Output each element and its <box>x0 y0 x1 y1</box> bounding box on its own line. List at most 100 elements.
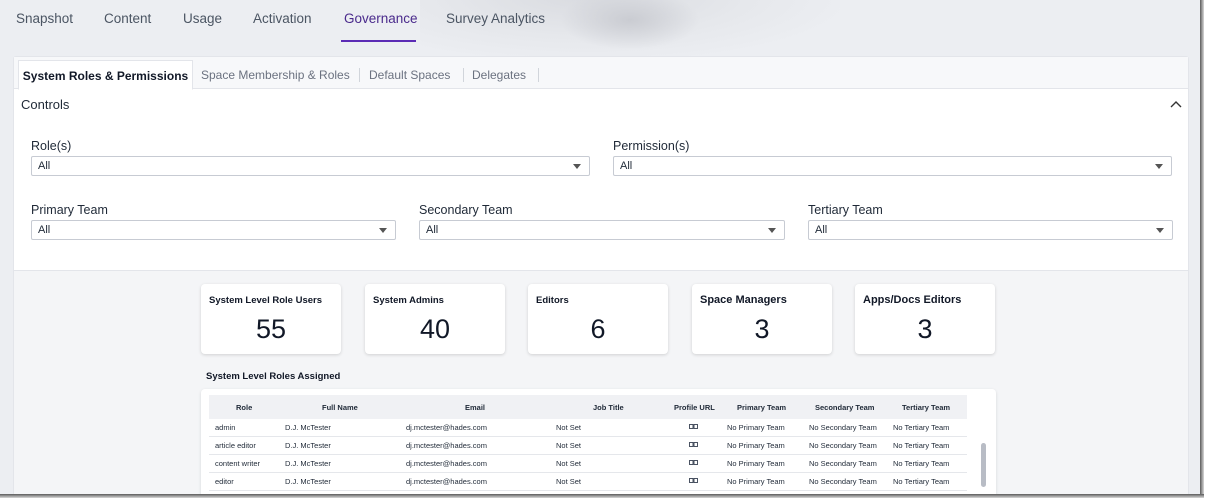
profile-link-icon[interactable] <box>689 478 698 483</box>
column-header-role[interactable]: Role <box>236 403 253 412</box>
profile-link-icon[interactable] <box>689 460 698 465</box>
section-divider <box>14 270 1188 271</box>
controls-title: Controls <box>21 97 70 112</box>
governance-panel: System Roles & Permissions Space Members… <box>13 56 1189 494</box>
kpi-card-space-managers: Space Managers 3 <box>692 284 832 354</box>
table-row[interactable]: article editor D.J. McTester dj.mctester… <box>209 437 967 455</box>
roles-select-value: All <box>38 160 51 172</box>
top-nav: Snapshot Content Usage Activation Govern… <box>0 0 1200 44</box>
primary-team-filter-label: Primary Team <box>31 203 108 217</box>
cell-email: dj.mctester@hades.com <box>406 441 487 450</box>
column-header-primary-team[interactable]: Primary Team <box>737 403 787 412</box>
chevron-down-icon <box>379 228 387 233</box>
primary-team-select-value: All <box>38 224 51 236</box>
kpi-title: Apps/Docs Editors <box>863 294 962 306</box>
permissions-select[interactable]: All <box>613 156 1172 176</box>
profile-link-icon[interactable] <box>689 424 698 429</box>
cell-job-title: Not Set <box>556 477 582 486</box>
chevron-down-icon <box>1155 164 1163 169</box>
cell-secondary-team: No Secondary Team <box>809 423 877 432</box>
subtab-delegates[interactable]: Delegates <box>472 68 527 82</box>
subtab-separator <box>463 68 464 82</box>
kpi-card-system-admins: System Admins 40 <box>365 284 505 354</box>
kpi-title: System Admins <box>373 295 444 306</box>
kpi-card-apps-docs-editors: Apps/Docs Editors 3 <box>855 284 995 354</box>
kpi-value: 3 <box>754 314 770 344</box>
tertiary-team-select-value: All <box>815 224 828 236</box>
tab-activation[interactable]: Activation <box>253 11 312 26</box>
kpi-card-editors: Editors 6 <box>528 284 668 354</box>
cell-job-title: Not Set <box>556 423 582 432</box>
tertiary-team-select[interactable]: All <box>808 220 1173 240</box>
cell-primary-team: No Primary Team <box>727 423 785 432</box>
cell-primary-team: No Primary Team <box>727 459 785 468</box>
column-header-tertiary-team[interactable]: Tertiary Team <box>902 403 951 412</box>
table-row[interactable]: admin D.J. McTester dj.mctester@hades.co… <box>209 419 967 437</box>
subtab-default-spaces[interactable]: Default Spaces <box>369 68 451 82</box>
window-shadow-right <box>1200 0 1204 498</box>
table-row[interactable]: content writer D.J. McTester dj.mctester… <box>209 455 967 473</box>
cell-job-title: Not Set <box>556 441 582 450</box>
column-header-profile-url[interactable]: Profile URL <box>674 403 715 412</box>
chevron-down-icon <box>768 228 776 233</box>
cell-tertiary-team: No Tertiary Team <box>893 459 950 468</box>
window-shadow-bottom <box>0 494 1204 498</box>
permissions-select-value: All <box>620 160 633 172</box>
table-row[interactable]: editor D.J. McTester dj.mctester@hades.c… <box>209 473 967 491</box>
cell-secondary-team: No Secondary Team <box>809 459 877 468</box>
cell-tertiary-team: No Tertiary Team <box>893 423 950 432</box>
permissions-filter-label: Permission(s) <box>613 139 690 153</box>
kpi-title: Editors <box>536 295 569 306</box>
tab-snapshot[interactable]: Snapshot <box>16 11 74 26</box>
cell-role: article editor <box>215 441 256 450</box>
cell-email: dj.mctester@hades.com <box>406 459 487 468</box>
subtab-separator <box>538 68 539 82</box>
tab-content[interactable]: Content <box>104 11 152 26</box>
tertiary-team-filter-label: Tertiary Team <box>808 203 883 217</box>
cell-primary-team: No Primary Team <box>727 477 785 486</box>
subtab-system-roles[interactable]: System Roles & Permissions <box>18 60 193 90</box>
app-frame: Snapshot Content Usage Activation Govern… <box>0 0 1200 494</box>
tab-governance[interactable]: Governance <box>344 11 418 26</box>
subtab-space-membership[interactable]: Space Membership & Roles <box>201 68 350 82</box>
chevron-up-icon[interactable] <box>1170 100 1182 108</box>
kpi-value: 40 <box>419 314 451 344</box>
kpi-title: System Level Role Users <box>209 295 323 306</box>
kpi-value: 3 <box>917 314 933 344</box>
cell-tertiary-team: No Tertiary Team <box>893 441 950 450</box>
tab-survey-analytics[interactable]: Survey Analytics <box>446 11 546 26</box>
column-header-job-title[interactable]: Job Title <box>593 403 624 412</box>
cell-role: editor <box>215 477 234 486</box>
primary-team-select[interactable]: All <box>31 220 396 240</box>
active-tab-indicator <box>341 40 416 42</box>
kpi-value: 55 <box>255 314 287 344</box>
column-header-full-name[interactable]: Full Name <box>322 403 358 412</box>
cell-secondary-team: No Secondary Team <box>809 477 877 486</box>
kpi-value: 6 <box>590 314 606 344</box>
roles-table: Role Full Name Email Job Title Profile U… <box>201 389 996 494</box>
roles-select[interactable]: All <box>31 156 590 176</box>
tab-usage[interactable]: Usage <box>183 11 223 26</box>
cell-primary-team: No Primary Team <box>727 441 785 450</box>
secondary-team-filter-label: Secondary Team <box>419 203 513 217</box>
cell-role: content writer <box>215 459 261 468</box>
profile-link-icon[interactable] <box>689 442 698 447</box>
chevron-down-icon <box>573 164 581 169</box>
subtab-separator <box>359 68 360 82</box>
cell-role: admin <box>215 423 236 432</box>
cell-full-name: D.J. McTester <box>285 441 331 450</box>
table-scrollbar[interactable] <box>981 443 986 487</box>
kpi-card-system-level-role-users: System Level Role Users 55 <box>201 284 341 354</box>
kpi-title: Space Managers <box>700 294 787 306</box>
cell-tertiary-team: No Tertiary Team <box>893 477 950 486</box>
column-header-email[interactable]: Email <box>465 403 486 412</box>
secondary-team-select-value: All <box>426 224 439 236</box>
column-header-secondary-team[interactable]: Secondary Team <box>815 403 875 412</box>
subtab-bar: System Roles & Permissions Space Members… <box>14 57 1188 90</box>
cell-secondary-team: No Secondary Team <box>809 441 877 450</box>
secondary-team-select[interactable]: All <box>419 220 785 240</box>
cell-email: dj.mctester@hades.com <box>406 423 487 432</box>
cell-full-name: D.J. McTester <box>285 477 331 486</box>
cell-full-name: D.J. McTester <box>285 423 331 432</box>
header-background-art-detail <box>560 0 700 50</box>
